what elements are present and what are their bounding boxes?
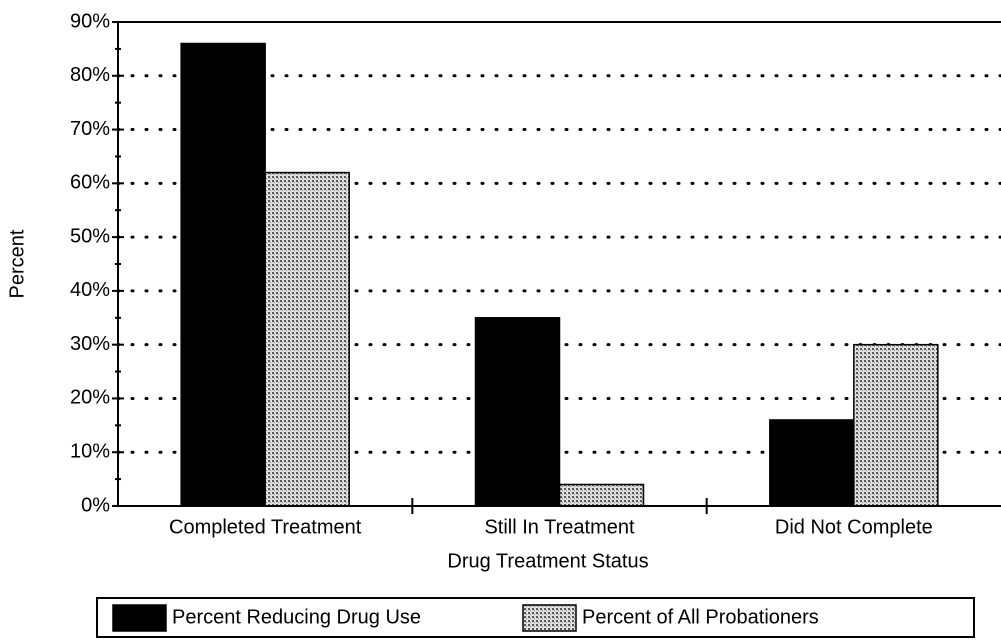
legend-swatch	[112, 604, 167, 632]
legend-swatch	[522, 604, 577, 632]
x-tick-label: Still In Treatment	[484, 516, 635, 538]
legend-label: Percent of All Probationers	[582, 606, 819, 628]
bar	[180, 42, 266, 507]
y-tick-label: 50%	[70, 225, 110, 247]
bar	[264, 171, 350, 507]
y-tick-label: 40%	[70, 279, 110, 301]
y-tick-label: 20%	[70, 387, 110, 409]
y-tick-label: 70%	[70, 118, 110, 140]
x-tick-label: Did Not Complete	[775, 516, 933, 538]
y-tick-label: 0%	[81, 494, 110, 516]
y-tick-label: 60%	[70, 172, 110, 194]
legend-label: Percent Reducing Drug Use	[172, 606, 421, 628]
bar	[558, 483, 645, 507]
legend-box	[96, 597, 975, 638]
bar	[474, 317, 561, 507]
y-axis-label: Percent	[6, 229, 28, 298]
y-tick-label: 90%	[70, 10, 110, 32]
bar	[853, 343, 939, 507]
y-tick-label: 30%	[70, 333, 110, 355]
y-tick-label: 80%	[70, 64, 110, 86]
y-tick-label: 10%	[70, 441, 110, 463]
x-tick-label: Completed Treatment	[169, 516, 362, 538]
x-axis-label: Drug Treatment Status	[447, 550, 648, 572]
bar	[769, 419, 855, 507]
